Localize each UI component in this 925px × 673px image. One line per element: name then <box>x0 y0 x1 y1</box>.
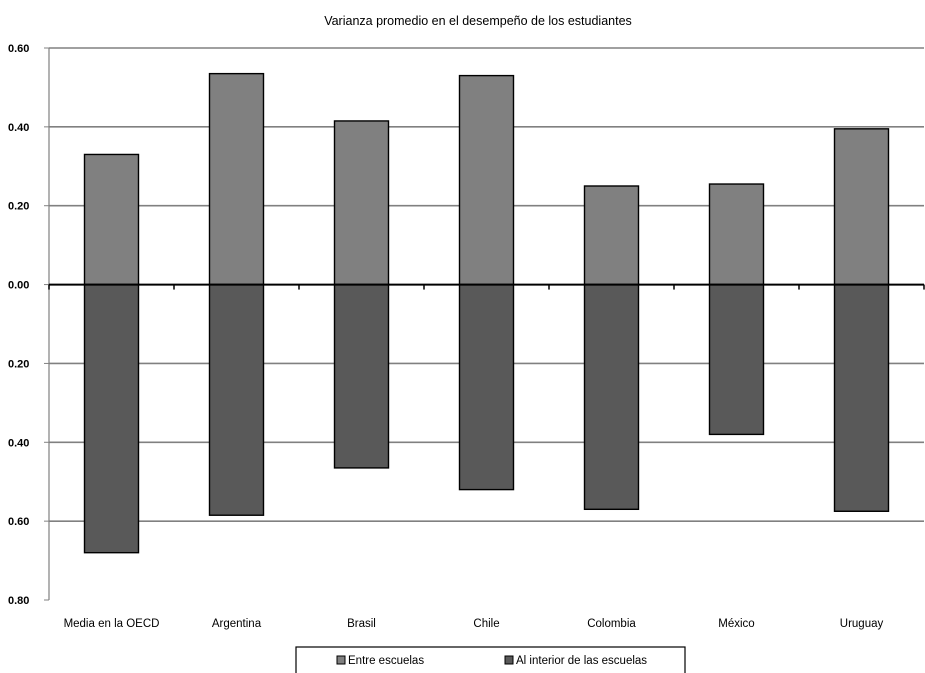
axes <box>48 48 925 600</box>
legend-swatch <box>336 655 346 665</box>
bar-entre-escuelas-5 <box>708 183 765 286</box>
chart-title: Varianza promedio en el desempeño de los… <box>324 14 632 28</box>
category-label: Chile <box>473 618 499 630</box>
bar-entre-escuelas-1 <box>208 72 265 286</box>
bar-entre-escuelas-4 <box>583 185 640 286</box>
y-axis-ticks: 0.60 0.40 0.20 0.00 0.20 0.40 0.60 0.80 <box>8 43 49 607</box>
category-label: Media en la OECD <box>64 618 160 630</box>
legend: Entre escuelas Al interior de las escuela… <box>295 646 686 673</box>
y-tick-label: 0.40 <box>8 437 29 449</box>
category-label: Uruguay <box>840 618 884 630</box>
category-label: Brasil <box>347 618 376 630</box>
bar-al-interior-6 <box>833 283 890 512</box>
y-tick-label: 0.60 <box>8 43 29 55</box>
y-tick-label: 0.40 <box>8 122 29 134</box>
bar-entre-escuelas-0 <box>83 153 140 286</box>
bar-entre-escuelas-2 <box>333 120 390 286</box>
y-tick-label: 0.20 <box>8 358 29 370</box>
category-labels: Media en la OECD Argentina Brasil Chile Colo… <box>64 618 884 630</box>
y-tick-label: 0.20 <box>8 201 29 213</box>
bar-al-interior-3 <box>458 283 515 491</box>
y-tick-label: 0.80 <box>8 595 29 607</box>
category-label: Argentina <box>212 618 262 630</box>
bar-al-interior-2 <box>333 283 390 469</box>
category-label: Colombia <box>587 618 636 630</box>
bar-al-interior-0 <box>83 283 140 554</box>
legend-label: Entre escuelas <box>348 655 424 667</box>
legend-swatch <box>504 655 514 665</box>
bar-al-interior-5 <box>708 283 765 436</box>
y-tick-label: 0.60 <box>8 516 29 528</box>
bars <box>83 72 890 554</box>
bar-entre-escuelas-3 <box>458 74 515 286</box>
y-tick-label: 0.00 <box>8 280 29 292</box>
legend-label: Al interior de las escuelas <box>516 655 647 667</box>
bar-al-interior-4 <box>583 283 640 511</box>
bar-entre-escuelas-6 <box>833 128 890 286</box>
legend-box <box>295 646 686 673</box>
category-label: México <box>718 618 754 630</box>
bar-al-interior-1 <box>208 283 265 516</box>
